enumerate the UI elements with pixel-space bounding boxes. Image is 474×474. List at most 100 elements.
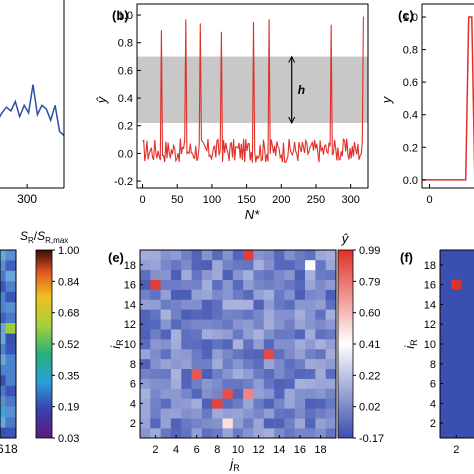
panel-e-heatmap-cell [284, 388, 296, 399]
panel-e-heatmap-cell [274, 358, 285, 370]
panel-f-heatmap-cells [440, 250, 474, 438]
panel-f-y-tick-label: 6 [430, 379, 436, 391]
panel-e-heatmap-cell [253, 269, 265, 280]
panel-e-heatmap-cell [160, 329, 172, 340]
panel-b-y-tick-label: 0.8 [118, 38, 133, 50]
panel-e-heatmap-cell [294, 319, 306, 330]
panel-e-heatmap-cell [305, 279, 316, 290]
panel-e-heatmap-cell [170, 408, 182, 419]
panel-e-heatmap-cell [305, 250, 316, 261]
panel-e-heatmap-cell [305, 398, 316, 409]
panel-e-colorbar-label: ŷ [341, 231, 350, 246]
panel-e-heatmap-cell [305, 378, 316, 389]
panel-e-heatmap-cell [222, 299, 234, 310]
panel-d-heatmap-cell [5, 270, 16, 282]
panel-e-colorbar [337, 249, 354, 439]
panel-e-heatmap-cell [181, 339, 192, 350]
panel-f-heatmap-cell [451, 279, 462, 290]
panel-e-heatmap-cell [140, 398, 151, 409]
panel-e-heatmap-cell [160, 418, 172, 429]
panel-e-heatmap-cell [140, 279, 151, 290]
panel-e-heatmap-cell [191, 279, 203, 290]
panel-e-x-tick-label: 18 [314, 444, 326, 456]
panel-f-x-ticks: 2 [453, 435, 459, 456]
panel-e-heatmap-cell [243, 259, 254, 271]
panel-d-heatmap-cell [0, 260, 6, 272]
panel-e-heatmap-cell [294, 428, 306, 439]
panel-d-heatmap-cell [5, 385, 16, 397]
panel-e-heatmap-cell [201, 428, 213, 439]
panel-b-h-arrow [288, 55, 296, 125]
panel-c-ylabel: y [379, 95, 394, 104]
panel-e-heatmap-cell [243, 418, 254, 429]
panel-d-heatmap-cell [5, 354, 16, 366]
panel-e-heatmap-cell [274, 309, 285, 320]
panel-e-heatmap-cell [160, 250, 172, 261]
panel-e-heatmap-cell [201, 329, 213, 340]
panel-e-heatmap-cell [263, 279, 275, 290]
panel-e-heatmap-cell [315, 269, 326, 280]
panel-e-heatmap-cell [253, 319, 265, 330]
panel-e-heatmap-cell [305, 428, 316, 439]
panel-e-x-tick-label: 8 [214, 444, 220, 456]
panel-e-heatmap-cell [263, 368, 275, 379]
panel-e-heatmap-cell [212, 428, 223, 439]
panel-e-heatmap-cell [232, 398, 244, 409]
panel-e-heatmap-cell [263, 319, 275, 330]
panel-e-heatmap-cell [253, 358, 265, 370]
panel-e-heatmap-cell [191, 348, 203, 360]
panel-e-heatmap-cell [253, 388, 265, 399]
panel-e-heatmap-cell [325, 358, 337, 370]
panel-f-label: (f) [400, 250, 413, 265]
panel-e-y-tick-label: 8 [130, 359, 136, 371]
panel-e-heatmap-cell [253, 309, 265, 320]
panel-b-frame [136, 3, 369, 189]
panel-d-colorbar-tick-label: 0.52 [58, 339, 79, 351]
panel-e-heatmap-cell [325, 329, 337, 340]
panel-e-heatmap-cell [191, 428, 203, 439]
panel-e-heatmap-cell [243, 329, 254, 340]
panel-e-heatmap-cell [232, 259, 244, 271]
panel-e-heatmap-cell [212, 418, 223, 429]
panel-e-heatmap-cell [305, 358, 316, 370]
panel-e-heatmap-cell [284, 339, 296, 350]
panel-d-heatmap-cell [5, 302, 16, 313]
panel-e-heatmap-cell [305, 329, 316, 340]
panel-e-heatmap-cell [170, 339, 182, 350]
panel-e-heatmap-cell [284, 309, 296, 320]
panel-e-heatmap-cell [170, 348, 182, 360]
panel-e-heatmap-cell [274, 299, 285, 310]
panel-e-heatmap-cell [181, 358, 192, 370]
panel-e-heatmap-cell [212, 299, 223, 310]
panel-e-heatmap-cell [191, 368, 203, 379]
panel-e-heatmap-cell [263, 388, 275, 399]
panel-e-x-tick-label: 16 [294, 444, 306, 456]
panel-c-x-ticks: 0 [426, 184, 433, 206]
panel-e-heatmap-cell [201, 348, 213, 360]
panel-e-heatmap-cell [222, 269, 234, 280]
panel-d-heatmap-cell [0, 417, 6, 428]
panel-a-series-line [0, 84, 65, 136]
panel-e-heatmap-cell [325, 348, 337, 360]
panel-e-heatmap-cell [150, 368, 161, 379]
panel-e-heatmap-cell [243, 388, 254, 399]
panel-e-heatmap-cell [222, 329, 234, 340]
panel-b-label: (b) [112, 8, 129, 23]
panel-b-x-tick-label: 200 [272, 194, 290, 206]
panel-e-heatmap-cell [201, 339, 213, 350]
panel-e-heatmap-cell [263, 289, 275, 300]
panel-e-heatmap-cell [243, 279, 254, 290]
panel-e-heatmap-cell [315, 259, 326, 271]
panel-e-heatmap-cell [181, 319, 192, 330]
panel-e-heatmap-cell [232, 250, 244, 261]
panel-e-heatmap-cell [315, 388, 326, 399]
panel-e-heatmap-cell [284, 368, 296, 379]
panel-f-y-tick-label: 12 [424, 319, 436, 331]
panel-e-heatmap-cell [140, 348, 151, 360]
panel-e-heatmap-cell [181, 428, 192, 439]
panel-e-heatmap-cell [305, 319, 316, 330]
panel-e-heatmap-cell [232, 279, 244, 290]
panel-e-x-tick-label: 10 [232, 444, 244, 456]
panel-e-heatmap-cell [253, 418, 265, 429]
